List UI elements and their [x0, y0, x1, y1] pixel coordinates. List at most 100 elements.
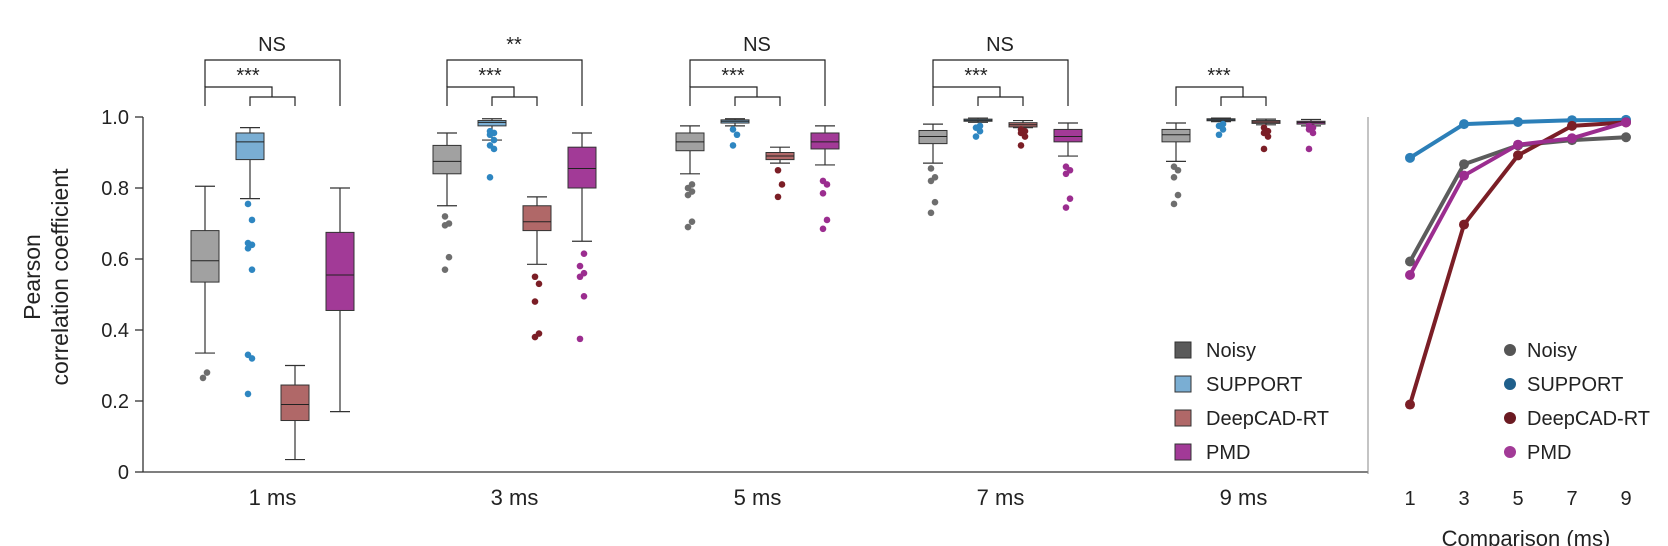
outlier-point	[445, 253, 453, 261]
inner-significance-label: ***	[964, 65, 988, 87]
outlier-point	[203, 369, 211, 376]
box-support-1	[235, 127, 265, 398]
outlier-point	[244, 390, 252, 398]
line-x-tick-label: 5	[1512, 488, 1523, 510]
x-category-label: 1 ms	[249, 485, 297, 510]
outlier-point	[931, 198, 939, 206]
box-body	[1053, 128, 1083, 143]
legend-swatch	[1174, 443, 1192, 461]
inner-bracket	[932, 86, 1001, 106]
y-axis-label-line-1: Pearson	[19, 234, 45, 320]
y-tick-label: 0	[118, 462, 129, 484]
y-tick-label: 0.4	[101, 320, 129, 342]
outlier-point	[490, 136, 498, 144]
outlier-point	[248, 216, 256, 224]
outlier-point	[199, 374, 207, 382]
series-point	[1405, 399, 1415, 410]
legend-label: Noisy	[1206, 340, 1256, 362]
outlier-point	[1066, 195, 1074, 202]
box-body	[1161, 128, 1191, 143]
legend-label: PMD	[1527, 442, 1571, 464]
series-point	[1513, 150, 1523, 161]
box-body	[280, 384, 310, 422]
outlier-point	[535, 280, 543, 288]
box-body	[567, 146, 597, 189]
box-noisy-4	[918, 123, 948, 217]
inner-sub-bracket	[977, 96, 1024, 106]
line-x-tick-label: 1	[1404, 488, 1415, 510]
outlier-point	[244, 200, 252, 208]
outer-bracket	[932, 59, 1069, 106]
outlier-point	[1305, 145, 1313, 153]
outlier-point	[819, 177, 827, 185]
inner-significance-label: ***	[1207, 65, 1231, 87]
box-pmd-1	[325, 187, 355, 413]
box-noisy-2	[432, 132, 462, 273]
box-deepcad-rt-2	[522, 196, 552, 341]
significance-group-5: ***	[1175, 65, 1267, 106]
y-tick-label: 0.2	[101, 391, 129, 413]
inner-bracket	[1175, 86, 1244, 106]
outlier-point	[778, 181, 786, 188]
outer-bracket	[204, 59, 341, 106]
outlier-point	[580, 292, 588, 300]
outer-significance-label: NS	[258, 34, 286, 56]
outlier-point	[688, 181, 696, 188]
legend-marker	[1504, 344, 1516, 356]
outlier-point	[774, 193, 782, 201]
legend-marker	[1504, 378, 1516, 390]
box-support-3	[720, 118, 750, 149]
significance-group-4: *** NS	[932, 34, 1069, 106]
outlier-point	[927, 209, 935, 217]
series-line	[1408, 120, 1627, 406]
significance-group-3: *** NS	[689, 34, 826, 106]
outlier-point	[1017, 142, 1025, 149]
series-point	[1567, 120, 1577, 131]
outlier-point	[1219, 120, 1227, 128]
series-point	[1513, 116, 1523, 127]
outer-bracket	[446, 59, 583, 106]
inner-sub-bracket	[1220, 96, 1267, 106]
line-x-axis-label: Comparison (ms)	[1442, 526, 1611, 546]
box-noisy-3	[675, 125, 705, 231]
series-point	[1621, 117, 1631, 128]
line-x-tick-label: 9	[1620, 488, 1631, 510]
line-chart-area	[1405, 114, 1631, 410]
series-point	[1405, 256, 1415, 267]
outlier-point	[445, 220, 453, 227]
outlier-point	[819, 190, 827, 197]
outlier-point	[1215, 131, 1223, 139]
box-body	[522, 205, 552, 232]
significance-brackets: ***NS********NS***NS***	[204, 34, 1267, 106]
legend-label: PMD	[1206, 442, 1250, 464]
series-point	[1513, 139, 1523, 150]
y-tick-label: 0.6	[101, 249, 129, 271]
boxplot-area	[190, 117, 1326, 461]
outlier-point	[823, 216, 831, 224]
box-pmd-2	[567, 132, 597, 343]
inner-bracket	[446, 86, 515, 106]
legend-label: SUPPORT	[1527, 374, 1623, 396]
outlier-point	[976, 122, 984, 130]
outlier-point	[576, 335, 584, 343]
outlier-point	[244, 351, 252, 359]
outlier-point	[1170, 200, 1178, 208]
series-point	[1459, 119, 1469, 130]
box-noisy-5	[1161, 122, 1191, 208]
outer-bracket	[689, 59, 826, 106]
outlier-point	[441, 213, 449, 220]
line-x-tick-label: 7	[1566, 488, 1577, 510]
box-pmd-5	[1296, 118, 1326, 153]
boxplot-axes: 0 0.2 0.4 0.6 0.8 1.0 1 ms 3 ms 5 ms 7 ms 9 ms	[101, 107, 1368, 510]
box-deepcad-rt-5	[1251, 118, 1281, 153]
inner-significance-label: ***	[721, 65, 745, 87]
inner-significance-label: ***	[236, 65, 260, 87]
legend-swatch	[1174, 375, 1192, 393]
x-category-label: 7 ms	[977, 485, 1025, 510]
outlier-point	[580, 250, 588, 257]
x-category-label: 9 ms	[1220, 485, 1268, 510]
box-pmd-3	[810, 125, 840, 233]
box-deepcad-rt-4	[1008, 119, 1038, 149]
inner-sub-bracket	[249, 96, 296, 106]
